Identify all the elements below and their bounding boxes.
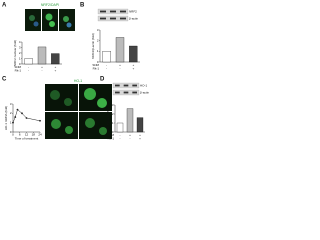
blot-band <box>132 84 137 87</box>
treatment-mark: + <box>119 63 121 67</box>
treatment-label: Rk-1 <box>108 136 115 140</box>
treatment-mark: - <box>106 66 107 70</box>
point <box>16 108 19 111</box>
x-tick-label: 0 <box>12 132 14 136</box>
treatment-label: Rk-1 <box>93 66 100 70</box>
y-tick-label: 2 <box>19 51 21 55</box>
treatment-mark: - <box>42 68 43 72</box>
bar <box>102 51 111 63</box>
y-axis-label: NRF2/β-actin (fold) <box>91 33 95 58</box>
blot-band <box>123 84 129 87</box>
point <box>21 112 23 115</box>
bar <box>129 45 138 63</box>
point <box>12 121 14 124</box>
blot-band <box>120 10 126 13</box>
image-label: NRF2/DAPI <box>41 3 59 7</box>
blot-band <box>132 91 137 94</box>
blot-label: β-actin <box>140 90 149 94</box>
panel-label: C <box>2 77 7 83</box>
blot-band <box>110 10 116 13</box>
y-tick-label: 2 <box>10 111 12 115</box>
blot-band <box>123 91 129 94</box>
blot-label: HO-1 <box>140 83 147 87</box>
treatment-label: SNM <box>14 65 21 69</box>
y-tick-label: 0 <box>19 62 21 66</box>
y-tick-label: 2 <box>112 112 114 116</box>
blot-band <box>100 17 106 20</box>
panel-label: A <box>2 3 7 9</box>
treatment-mark: - <box>120 136 121 140</box>
blot-label: β-actin <box>129 16 138 20</box>
treatment-label: Rk-1 <box>15 68 22 72</box>
treatment-mark: - <box>120 133 121 137</box>
y-tick-label: 4 <box>19 40 21 44</box>
treatment-mark: + <box>132 66 134 70</box>
y-tick-label: 1 <box>10 120 12 124</box>
y-tick-label: 3 <box>97 28 99 32</box>
treatment-mark: + <box>41 65 43 69</box>
micrograph-c <box>45 84 112 139</box>
treatment-mark: + <box>54 65 56 69</box>
treatment-label: SNM <box>107 133 114 137</box>
bar <box>126 108 134 133</box>
y-tick-label: 3 <box>10 102 12 106</box>
image-label: HO-1 <box>74 79 82 83</box>
y-tick-label: 3 <box>19 45 21 49</box>
bar <box>37 46 47 65</box>
y-tick-label: 3 <box>112 103 114 107</box>
panel-label: D <box>100 77 105 83</box>
y-axis-label: HO-1/β-actin (fold) <box>106 106 110 131</box>
treatment-mark: - <box>106 63 107 67</box>
x-axis-label: Time of treatment <box>15 136 39 140</box>
treatment-mark: - <box>120 66 121 70</box>
blot-band <box>100 10 106 13</box>
treatment-mark: + <box>139 133 141 137</box>
micrograph-a <box>25 9 75 31</box>
blot-band <box>115 91 120 94</box>
x-tick-label: 24 <box>38 132 42 136</box>
blot-band <box>110 17 116 20</box>
y-axis-label: HO-1 mRNA (fold) <box>4 106 8 130</box>
bar <box>115 37 125 63</box>
treatment-mark: - <box>28 65 29 69</box>
x-tick-label: 12 <box>25 132 29 136</box>
y-tick-label: 0 <box>112 130 114 134</box>
blot-band <box>120 17 126 20</box>
bar <box>24 58 33 65</box>
panel-label: B <box>80 3 85 9</box>
y-tick-label: 1 <box>112 121 114 125</box>
y-tick-label: 2 <box>97 38 99 42</box>
y-tick-label: 0 <box>10 130 12 134</box>
bar <box>136 117 144 133</box>
x-tick-label: 6 <box>19 132 21 136</box>
point <box>25 117 28 119</box>
blot-label: NRF2 <box>129 9 137 13</box>
y-tick-label: 1 <box>97 49 99 53</box>
treatment-mark: + <box>139 136 141 140</box>
treatment-mark: - <box>28 68 29 72</box>
line <box>12 109 41 123</box>
y-axis-label: NRF2 nuclear (fold) <box>13 40 17 66</box>
treatment-mark: + <box>132 63 134 67</box>
y-tick-label: 0 <box>97 60 99 64</box>
treatment-mark: - <box>130 136 131 140</box>
point <box>14 116 17 118</box>
treatment-label: SNM <box>92 63 99 67</box>
treatment-mark: + <box>54 68 56 72</box>
treatment-mark: + <box>129 133 131 137</box>
x-tick-label: 18 <box>32 132 36 136</box>
blot-band <box>115 84 120 87</box>
bar <box>51 53 60 65</box>
bar <box>116 122 124 133</box>
point <box>39 119 41 122</box>
y-tick-label: 1 <box>19 56 21 60</box>
